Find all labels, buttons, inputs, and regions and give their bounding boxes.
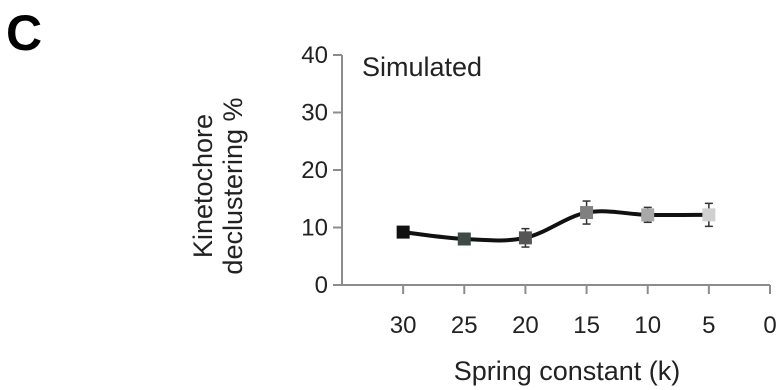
x-tick-label: 5 <box>702 312 715 339</box>
data-point <box>641 208 655 222</box>
axes: 0 10 20 30 40 30 25 20 15 10 5 0 <box>301 42 776 339</box>
y-axis-title: Kinetochore declustering % <box>188 97 248 274</box>
y-tick-label: 40 <box>301 42 328 69</box>
data-point <box>580 206 594 220</box>
series-line <box>402 209 709 243</box>
data-series <box>396 200 716 248</box>
x-tick-label: 20 <box>512 312 539 339</box>
data-point <box>457 232 471 246</box>
x-tick-label: 0 <box>763 312 776 339</box>
y-tick-label: 30 <box>301 100 328 127</box>
data-point <box>396 225 410 239</box>
x-tick-label: 25 <box>451 312 478 339</box>
x-axis-title: Spring constant (k) <box>454 356 681 386</box>
y-tick-label: 0 <box>315 272 328 299</box>
panel-label: C <box>6 5 42 61</box>
y-axis-title-line: declustering % <box>218 97 248 274</box>
data-point <box>518 231 532 245</box>
chart-annotation: Simulated <box>362 52 482 82</box>
x-tick-label: 30 <box>390 312 417 339</box>
x-tick-label: 15 <box>573 312 600 339</box>
x-tick-label: 10 <box>634 312 661 339</box>
y-tick-label: 10 <box>301 215 328 242</box>
y-axis-title-line: Kinetochore <box>188 114 218 258</box>
data-point <box>702 208 716 222</box>
y-tick-label: 20 <box>301 157 328 184</box>
